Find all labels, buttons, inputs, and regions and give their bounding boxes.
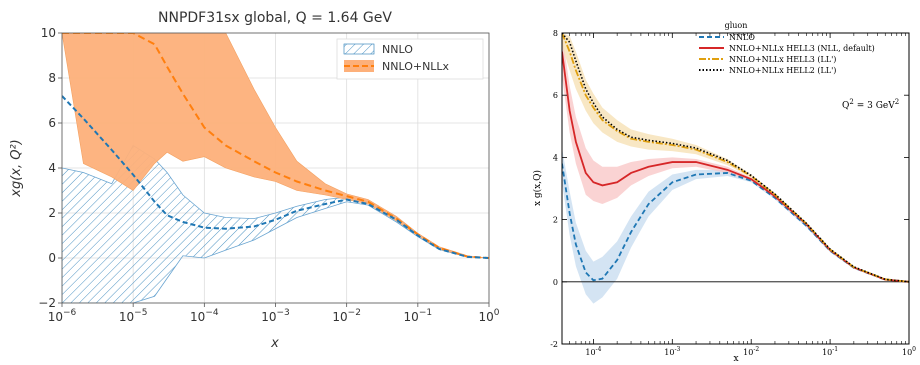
- legend-label-nnlo-nllx-hell2-ll: NNLO+NLLx HELL2 (LL'): [729, 66, 836, 75]
- y-tick-label: 8: [48, 71, 56, 85]
- line-nnlo-nllx-hell2-ll: [562, 33, 909, 283]
- x-tick-label: 10−6: [48, 308, 77, 324]
- chart-title-2: gluon: [725, 21, 748, 30]
- y-tick-label: 6: [553, 91, 558, 100]
- x-tick-label: 100: [478, 308, 499, 324]
- legend-item-nnlo-nllx-1: NNLO+NLLx: [344, 60, 450, 73]
- y-axis-label-2: x g(x,Q): [532, 170, 543, 206]
- x-tick-label: 10-4: [585, 346, 601, 357]
- y-tick-label: 4: [48, 161, 56, 175]
- chart-2: 10-4 10-3 10-2 10-1 100 -2 0 2 4 6 8 gluon x x g(…: [532, 21, 916, 364]
- legend-item-nnlo: NNLO: [699, 33, 755, 42]
- x-axis-label-2: x: [733, 354, 738, 364]
- y-ticks-1: −2 0 2 4 6 8 10: [38, 26, 62, 310]
- band-nnlo-nllx: [62, 33, 489, 259]
- line-nnlo: [62, 95, 489, 259]
- legend-1: NNLO NNLO+NLLx: [336, 38, 484, 80]
- x-tick-label: 10-2: [743, 346, 759, 357]
- x-ticks-1: 10−6 10−5 10−4 10−3 10−2 10−1 100: [48, 303, 500, 324]
- legend-label-nnlo-nllx-hell3-ll: NNLO+NLLx HELL3 (LL'): [729, 55, 836, 64]
- q2-annotation-2: Q2 = 3 GeV2: [842, 98, 899, 111]
- plot-frame-2: [561, 32, 910, 345]
- x-tick-label: 10−4: [190, 308, 219, 324]
- y-tick-label: 8: [553, 29, 558, 38]
- legend-item-nnlo-nllx-hell3-nll-default: NNLO+NLLx HELL3 (NLL, default): [699, 44, 875, 53]
- x-tick-label: 10−5: [119, 308, 148, 324]
- y-tick-label: -2: [550, 340, 558, 349]
- legend-item-nnlo-nllx-hell2-ll: NNLO+NLLx HELL2 (LL'): [699, 66, 836, 75]
- x-ticks-2: 10-4 10-3 10-2 10-1 100: [561, 33, 916, 357]
- x-tick-label: 100: [902, 346, 916, 357]
- y-tick-label: 10: [41, 26, 56, 40]
- x-axis-label-1: x: [270, 336, 279, 351]
- y-tick-label: 6: [48, 116, 56, 130]
- legend-item-nnlo-nllx-hell3-ll: NNLO+NLLx HELL3 (LL'): [699, 55, 836, 64]
- legend-label-nnlo-nllx-1: NNLO+NLLx: [382, 60, 450, 73]
- x-tick-label: 10−2: [332, 308, 361, 324]
- chart-title-1: NNPDF31sx global, Q = 1.64 GeV: [158, 10, 392, 26]
- legend-label-nnlo-1: NNLO: [382, 43, 413, 56]
- legend-swatch-nnlo-1: [343, 43, 375, 55]
- chart-1: 10−6 10−5 10−4 10−3 10−2 10−1 100 −2 0 2 4 6 8 10 NN…: [9, 10, 500, 351]
- band-nnlo: [562, 148, 909, 304]
- y-ticks-2: -2 0 2 4 6 8: [550, 29, 909, 349]
- lines-2: [562, 33, 909, 283]
- bands-2: [562, 33, 909, 304]
- lines-1: [62, 33, 489, 259]
- x-tick-label: 10-3: [664, 346, 680, 357]
- legend-item-nnlo-1: NNLO: [343, 43, 413, 56]
- legend-label-nnlo: NNLO: [729, 33, 755, 42]
- y-tick-label: 0: [553, 278, 558, 287]
- x-tick-label: 10−3: [261, 308, 290, 324]
- y-tick-label: 4: [553, 153, 558, 162]
- legend-label-nnlo-nllx-hell3-nll-default: NNLO+NLLx HELL3 (NLL, default): [729, 44, 875, 53]
- x-tick-label: 10-1: [822, 346, 838, 357]
- line-nnlo: [562, 163, 909, 283]
- legend-2: NNLO NNLO+NLLx HELL3 (NLL, default) NNLO+N…: [699, 33, 875, 75]
- y-tick-label: 2: [48, 206, 56, 220]
- y-axis-label-1: xg(x, Q²): [9, 139, 24, 198]
- y-tick-label: 2: [553, 216, 558, 225]
- y-tick-label: 0: [48, 251, 56, 265]
- x-tick-label: 10−1: [404, 308, 433, 324]
- y-tick-label: −2: [38, 296, 56, 310]
